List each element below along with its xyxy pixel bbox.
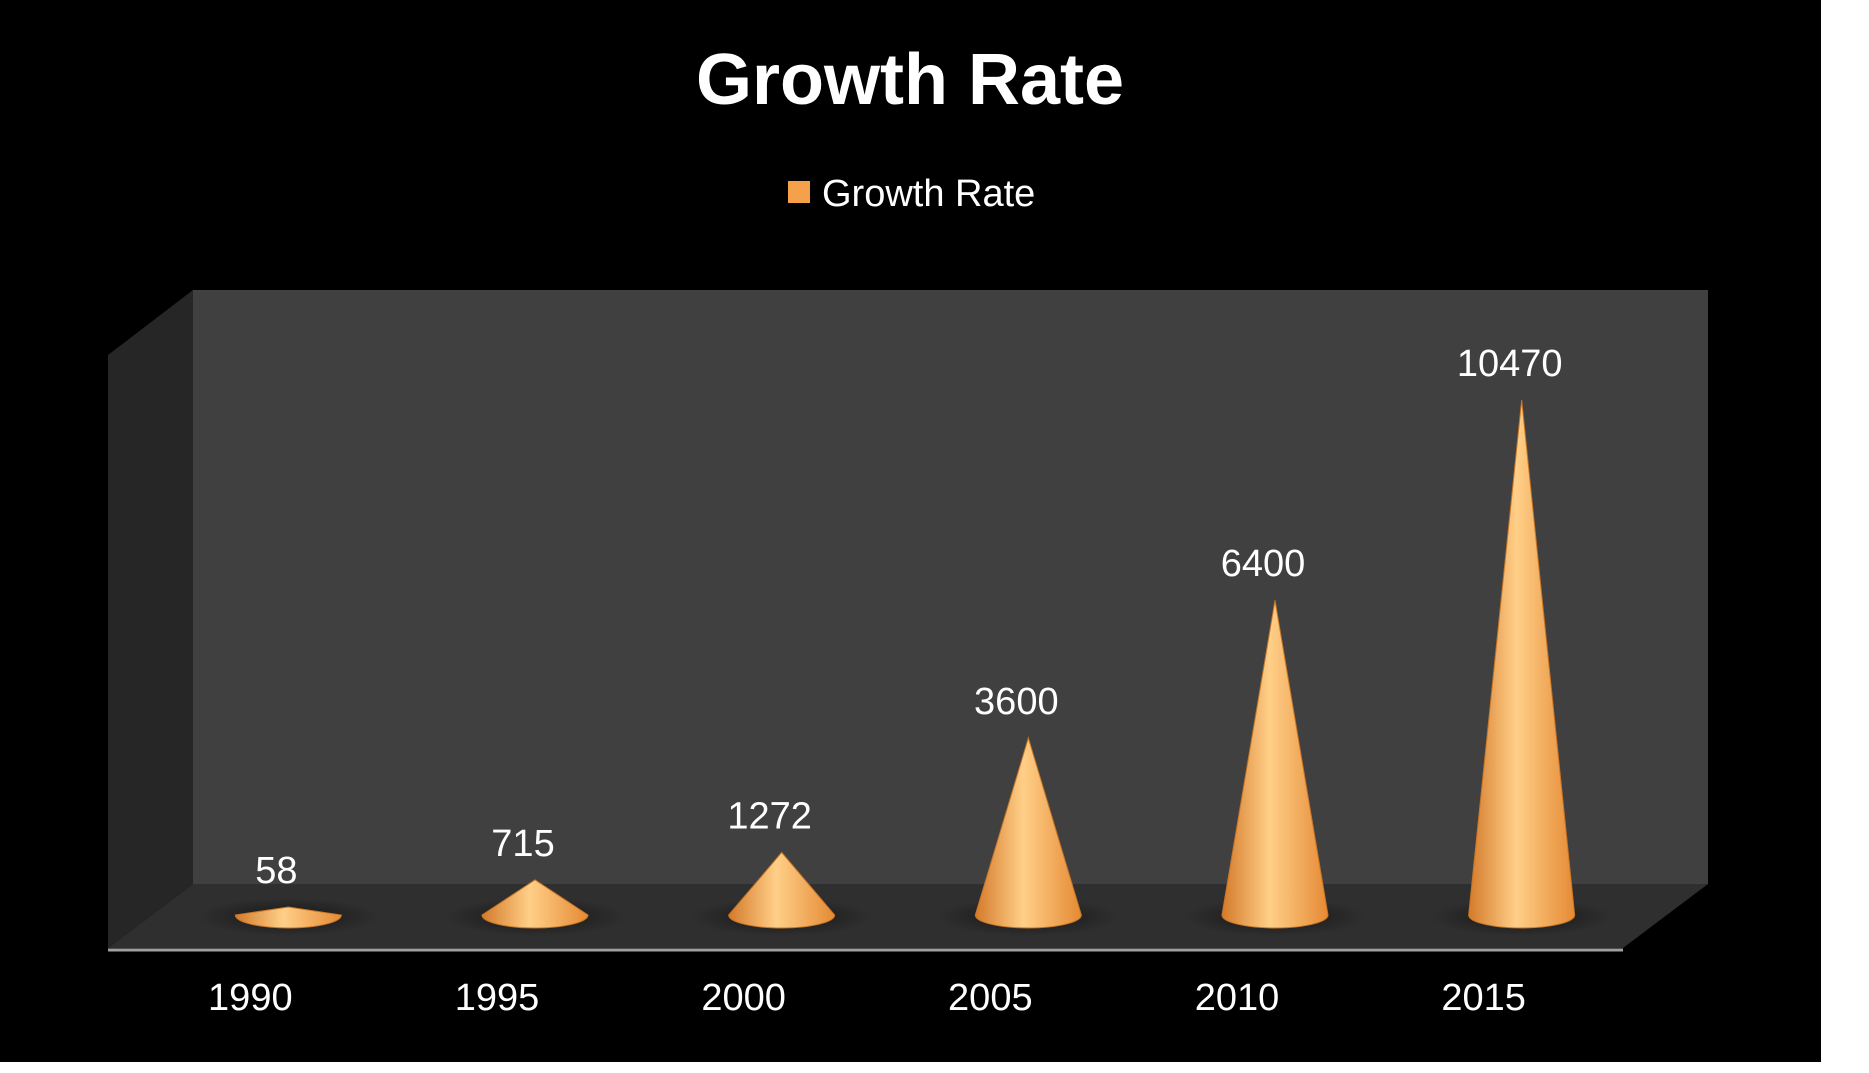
x-tick-label: 2015	[1441, 977, 1526, 1019]
bar-cone	[974, 736, 1082, 929]
data-marks: 58 1990 715 1995 1272 2000 3600 2005 6400 2010 104…	[197, 343, 1613, 1019]
chart-title: Growth Rate	[696, 40, 1124, 120]
bar-cone	[1221, 600, 1329, 929]
x-tick-label: 2010	[1195, 977, 1280, 1019]
plot-side-wall	[108, 290, 193, 948]
bar-cone	[234, 906, 342, 929]
data-label: 58	[255, 850, 297, 892]
bar-cone	[1468, 399, 1576, 929]
x-tick-label: 2000	[701, 977, 786, 1019]
x-tick-label: 2005	[948, 977, 1033, 1019]
legend: Growth Rate	[788, 173, 1035, 215]
data-label: 10470	[1457, 343, 1563, 385]
legend-swatch	[788, 181, 810, 203]
legend-label: Growth Rate	[822, 173, 1035, 215]
data-label: 715	[491, 823, 554, 865]
x-tick-label: 1995	[455, 977, 540, 1019]
data-label: 1272	[727, 795, 812, 837]
data-label: 6400	[1221, 543, 1306, 585]
bar-cone	[728, 851, 836, 929]
plot-back-wall	[193, 290, 1708, 884]
data-label: 3600	[974, 681, 1059, 723]
x-tick-label: 1990	[208, 977, 293, 1019]
bar-cone	[481, 879, 589, 929]
